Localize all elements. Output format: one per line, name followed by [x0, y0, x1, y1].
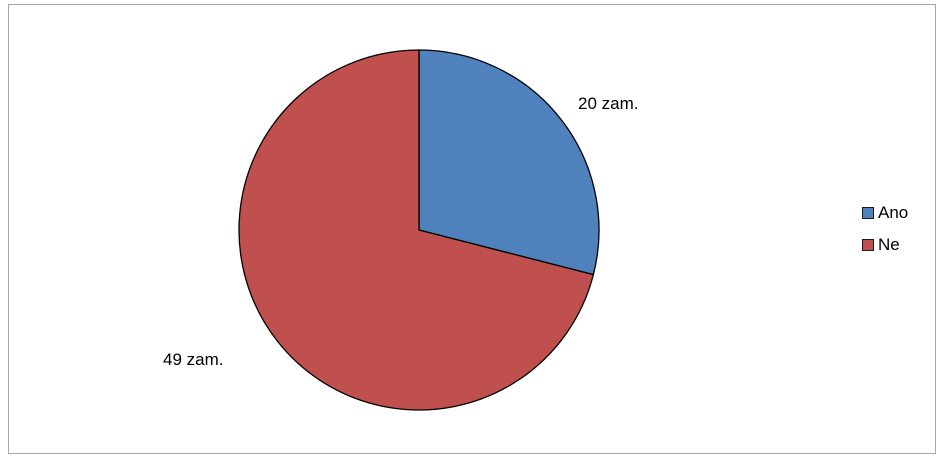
- legend-label-ano: Ano: [878, 203, 909, 222]
- legend: Ano Ne: [862, 200, 908, 264]
- legend-swatch-ano: [862, 207, 874, 219]
- data-label-ne: 49 zam.: [163, 350, 224, 369]
- pie-slice-ano: [418, 49, 600, 276]
- pie-slice-ne: [238, 49, 595, 411]
- data-label-ano: 20 zam.: [578, 94, 639, 113]
- legend-item-ano: Ano: [862, 200, 908, 226]
- legend-item-ne: Ne: [862, 232, 908, 258]
- legend-swatch-ne: [862, 239, 874, 251]
- pie-slices: [238, 49, 600, 411]
- legend-label-ne: Ne: [878, 235, 900, 254]
